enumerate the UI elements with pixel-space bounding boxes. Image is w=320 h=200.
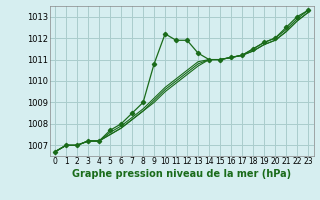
X-axis label: Graphe pression niveau de la mer (hPa): Graphe pression niveau de la mer (hPa) — [72, 169, 291, 179]
